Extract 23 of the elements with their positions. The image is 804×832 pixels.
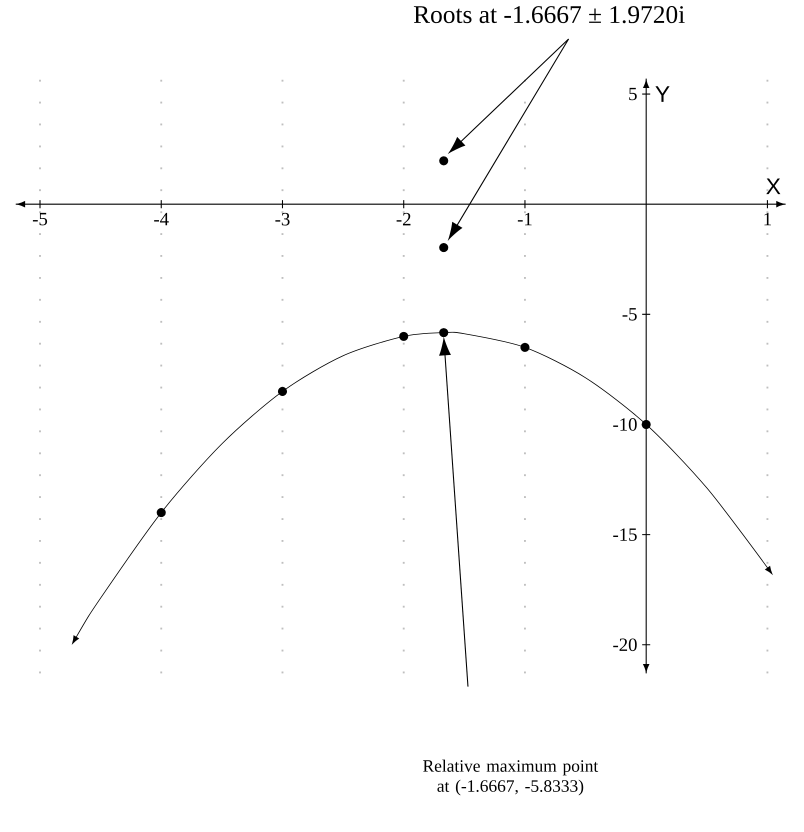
x-tick-label: -1 xyxy=(518,212,532,226)
x-tick-label: -3 xyxy=(275,212,290,226)
text: Relative maximum point at (-1.6667, -5.8333) xyxy=(423,760,598,796)
x-tick-label: -2 xyxy=(396,212,411,226)
point xyxy=(439,243,448,252)
point xyxy=(278,386,288,396)
point xyxy=(399,332,408,341)
y-tick-label: -10 xyxy=(613,418,637,431)
x-tick-label: 1 xyxy=(764,212,772,226)
point xyxy=(520,342,530,352)
y-tick-label: -5 xyxy=(622,308,637,321)
y-tick-label: -15 xyxy=(613,528,637,541)
y-tick-label: -20 xyxy=(613,638,637,652)
y-tick-label: 5 xyxy=(629,88,637,100)
x-axis-title: X xyxy=(766,178,781,194)
point xyxy=(642,420,651,430)
point xyxy=(439,328,448,338)
x-tick-label: -5 xyxy=(33,212,48,226)
x-tick-label: -4 xyxy=(154,212,169,226)
point xyxy=(439,156,448,166)
text: Roots at -1.6667 ± 1.9720i xyxy=(414,6,685,24)
point xyxy=(156,508,166,518)
y-axis-title: Y xyxy=(656,86,670,102)
